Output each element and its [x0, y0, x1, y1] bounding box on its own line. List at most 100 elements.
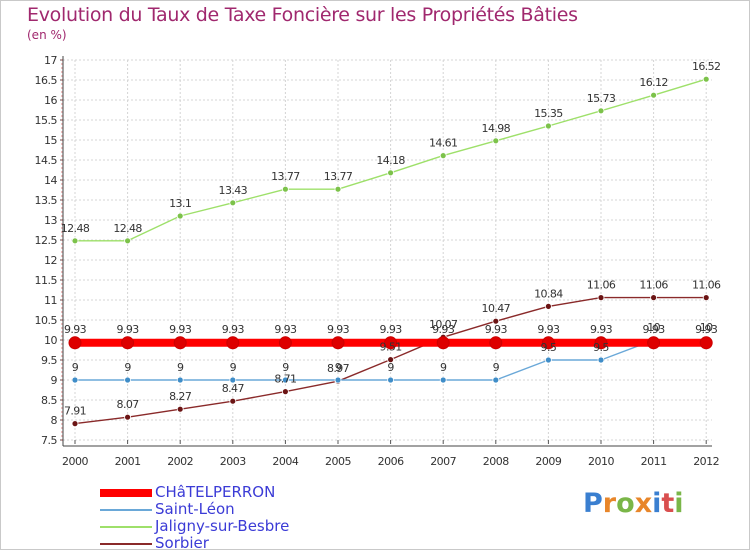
data-label: 9.93 [695, 323, 718, 336]
data-point [226, 336, 240, 350]
y-tick-label: 10.5 [35, 314, 58, 327]
x-tick-label: 2001 [115, 455, 141, 468]
y-tick-label: 7.5 [41, 434, 57, 447]
data-label: 9.93 [64, 323, 87, 336]
data-point [124, 376, 131, 384]
x-tick-label: 2002 [167, 455, 193, 468]
data-point [229, 376, 237, 384]
data-point [492, 317, 500, 325]
logo-letter: t [661, 488, 675, 519]
data-label: 8.07 [117, 398, 140, 411]
data-point [647, 336, 661, 350]
legend-swatch [100, 509, 152, 511]
x-tick-label: 2003 [220, 455, 246, 468]
data-point [281, 376, 289, 384]
y-tick-label: 15.5 [35, 114, 58, 127]
data-point [334, 376, 342, 384]
data-label: 10 [647, 321, 660, 334]
logo-letter: r [602, 488, 617, 519]
legend-swatch [100, 543, 152, 545]
y-tick-label: 9 [51, 374, 58, 387]
data-label: 9.93 [327, 323, 350, 336]
data-point [594, 336, 608, 350]
data-label: 16.52 [692, 60, 721, 73]
data-label: 9.93 [380, 323, 403, 336]
data-point [334, 185, 342, 193]
data-point [387, 376, 395, 384]
data-point [229, 199, 237, 207]
data-label: 13.1 [169, 197, 191, 210]
y-tick-label: 13.5 [35, 194, 58, 207]
x-tick-label: 2012 [693, 455, 719, 468]
data-label: 9.93 [590, 323, 613, 336]
data-label: 11.06 [692, 279, 721, 292]
x-tick-label: 2004 [272, 455, 298, 468]
data-label: 14.61 [429, 137, 458, 150]
data-point [173, 336, 187, 350]
data-label: 9 [230, 361, 237, 374]
data-point [124, 413, 131, 421]
data-point [68, 336, 82, 350]
data-point [702, 294, 710, 302]
data-point [597, 294, 605, 302]
y-tick-label: 8 [51, 414, 58, 427]
x-tick-label: 2000 [62, 455, 88, 468]
x-tick-label: 2009 [535, 455, 561, 468]
data-point [439, 376, 447, 384]
x-tick-label: 2005 [325, 455, 351, 468]
data-label: 7.91 [64, 405, 86, 418]
data-point [176, 405, 184, 413]
data-label: 13.43 [219, 184, 248, 197]
y-tick-label: 12.5 [35, 234, 58, 247]
y-tick-label: 14 [44, 174, 57, 187]
x-tick-label: 2011 [641, 455, 667, 468]
data-label: 10.84 [534, 287, 563, 300]
data-point [281, 185, 289, 193]
logo-letter: o [616, 488, 635, 519]
data-label: 10.47 [482, 302, 511, 315]
chart-title: Evolution du Taux de Taxe Foncière sur l… [27, 4, 578, 26]
data-point [545, 122, 552, 130]
data-point [699, 336, 713, 350]
data-label: 8.47 [222, 382, 245, 395]
data-label: 9.5 [593, 341, 609, 354]
data-point [541, 336, 555, 350]
logo-letter: P [583, 488, 603, 519]
data-label: 9.93 [537, 323, 560, 336]
data-label: 9 [124, 361, 131, 374]
data-point [229, 397, 237, 405]
legend-swatch [100, 489, 152, 497]
data-label: 8.97 [327, 362, 350, 375]
data-label: 9 [72, 361, 79, 374]
data-label: 9 [177, 361, 184, 374]
data-label: 9.93 [643, 323, 666, 336]
data-point [384, 336, 398, 350]
data-label: 16.12 [639, 76, 668, 89]
data-label: 9 [282, 361, 289, 374]
legend-label: Jaligny-sur-Besbre [155, 517, 290, 535]
data-label: 12.48 [61, 222, 90, 235]
y-tick-label: 14.5 [35, 154, 58, 167]
data-label: 9 [493, 361, 500, 374]
data-label: 13.77 [324, 170, 353, 183]
data-label: 10.07 [429, 318, 458, 331]
legend-label: Saint-Léon [155, 500, 235, 518]
data-label: 9.93 [432, 323, 455, 336]
series-layer [68, 75, 713, 428]
data-point [121, 336, 135, 350]
data-point [281, 388, 289, 396]
data-point [545, 356, 552, 364]
y-tick-label: 13 [44, 214, 57, 227]
data-label: 14.18 [376, 154, 405, 167]
y-tick-label: 15 [44, 134, 57, 147]
data-label: 13.77 [271, 170, 300, 183]
y-tick-label: 11 [44, 294, 57, 307]
data-label: 8.27 [169, 390, 192, 403]
data-label: 9 [335, 361, 342, 374]
legend-swatch [100, 526, 152, 528]
y-tick-label: 16 [44, 94, 57, 107]
data-point [492, 137, 500, 145]
data-point [176, 376, 184, 384]
data-point [176, 212, 184, 220]
